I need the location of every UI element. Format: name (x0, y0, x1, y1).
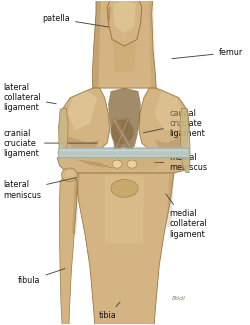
Polygon shape (180, 108, 190, 173)
Ellipse shape (112, 160, 122, 168)
Text: patella: patella (42, 14, 113, 28)
Polygon shape (65, 136, 100, 153)
Text: lateral
meniscus: lateral meniscus (3, 178, 76, 200)
Polygon shape (139, 88, 189, 156)
Polygon shape (72, 173, 80, 234)
Polygon shape (166, 173, 174, 227)
Polygon shape (113, 0, 136, 72)
Polygon shape (68, 91, 97, 130)
Text: medial
collateral
ligament: medial collateral ligament (166, 194, 207, 239)
Polygon shape (57, 158, 190, 173)
Polygon shape (154, 91, 184, 130)
Text: tibia: tibia (98, 302, 120, 320)
Polygon shape (60, 176, 78, 324)
Polygon shape (113, 1, 136, 33)
Polygon shape (60, 150, 188, 151)
Ellipse shape (110, 120, 134, 144)
Text: cranial
cruciate
ligament: cranial cruciate ligament (3, 128, 97, 158)
Polygon shape (59, 88, 110, 156)
Polygon shape (60, 155, 188, 157)
Polygon shape (105, 176, 144, 243)
Ellipse shape (111, 179, 138, 197)
Polygon shape (154, 136, 184, 153)
Text: fibula: fibula (18, 268, 65, 285)
Polygon shape (64, 171, 74, 177)
Polygon shape (59, 108, 68, 157)
Ellipse shape (62, 168, 78, 182)
Text: femur: femur (172, 48, 243, 58)
Polygon shape (107, 0, 142, 46)
Polygon shape (58, 148, 189, 158)
Polygon shape (148, 0, 156, 88)
Polygon shape (108, 7, 111, 23)
Polygon shape (93, 0, 101, 88)
Polygon shape (75, 173, 174, 324)
Polygon shape (108, 88, 140, 153)
Text: caudal
cruciate
ligament: caudal cruciate ligament (143, 109, 205, 138)
Ellipse shape (127, 160, 137, 168)
Polygon shape (92, 0, 156, 88)
Text: lateral
collateral
ligament: lateral collateral ligament (3, 83, 56, 112)
Text: Bödl: Bödl (172, 296, 186, 301)
Text: medial
meniscus: medial meniscus (154, 153, 207, 172)
Polygon shape (87, 159, 162, 170)
